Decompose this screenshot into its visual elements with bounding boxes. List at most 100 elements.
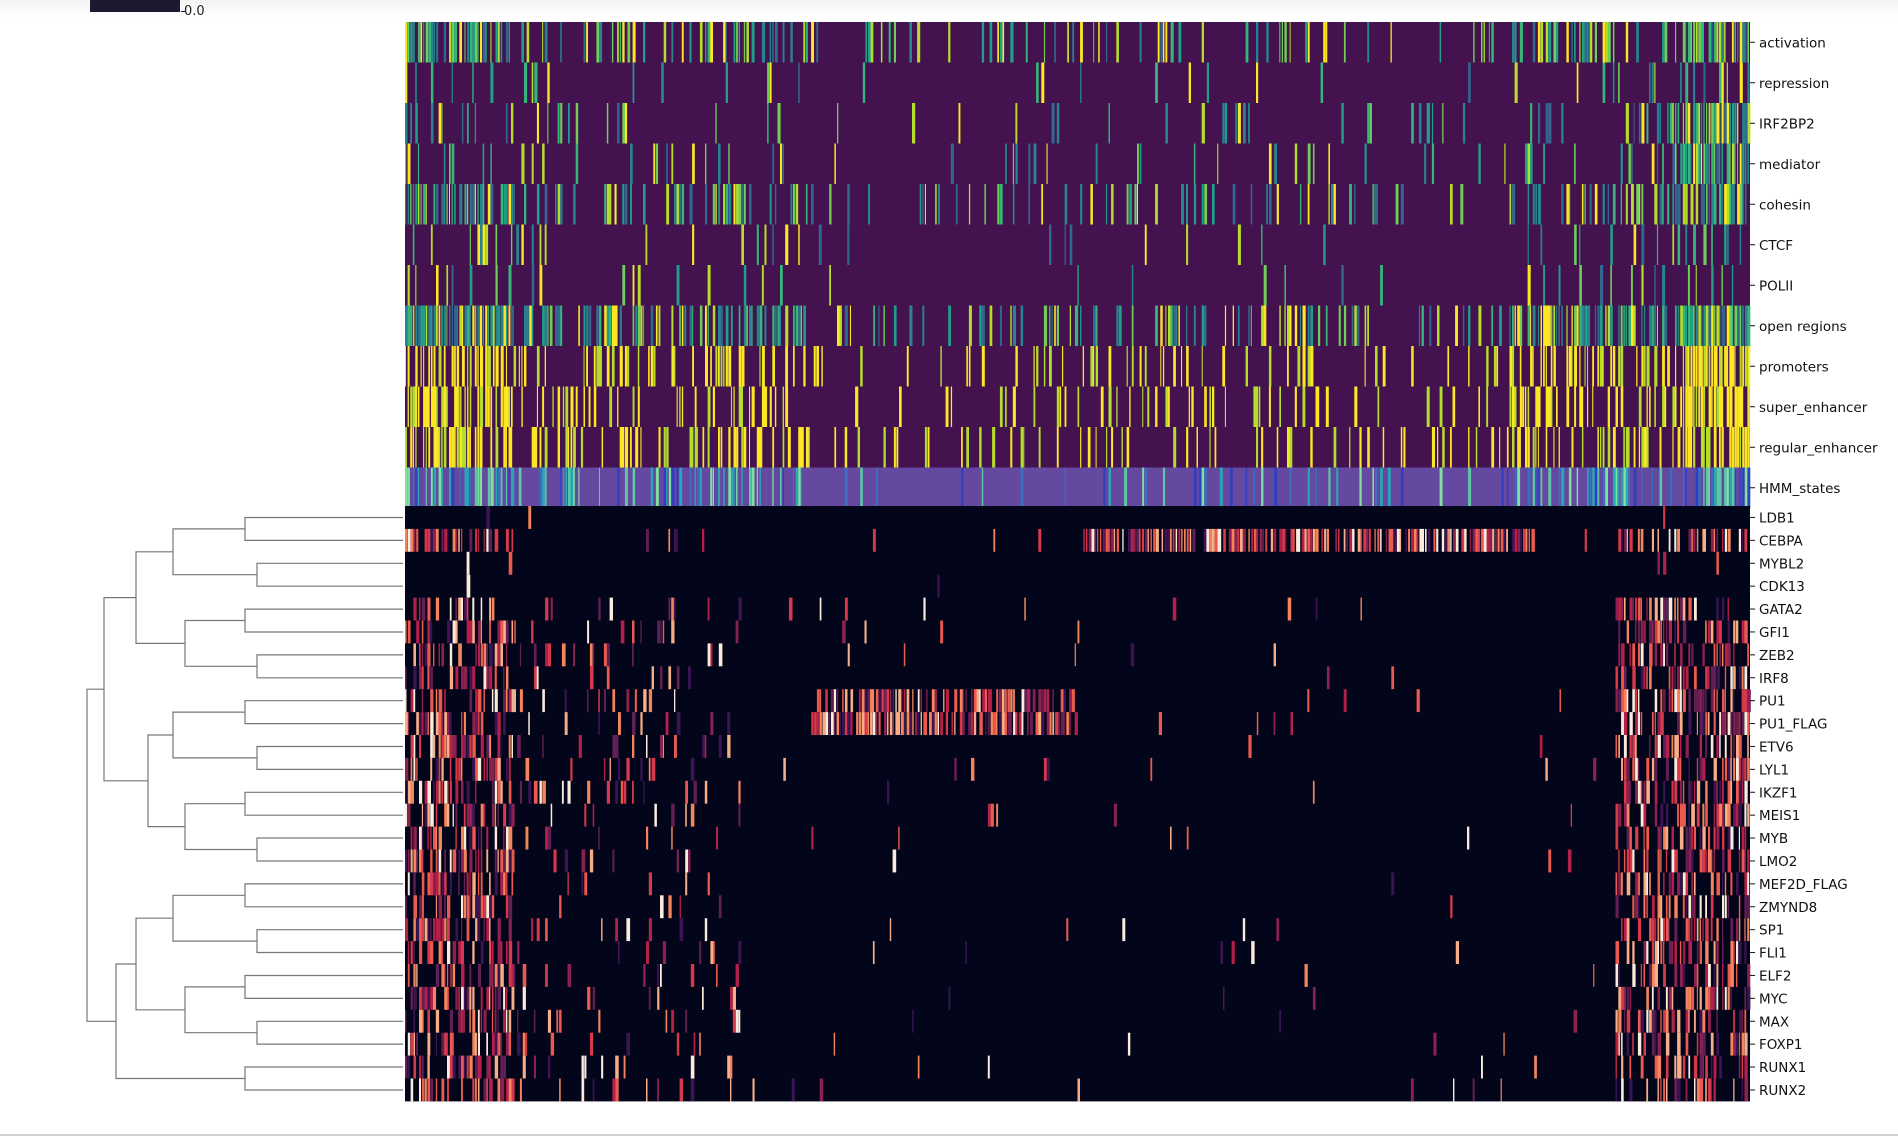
track-mark [586, 22, 588, 63]
track-mark [749, 184, 752, 225]
heatmap-cell [1688, 803, 1690, 827]
track-mark [1721, 22, 1725, 63]
track-mark [1685, 184, 1688, 225]
heatmap-cell [1708, 712, 1710, 735]
track-mark [1100, 386, 1104, 427]
heatmap-cell [864, 689, 867, 713]
heatmap-cell [1640, 643, 1644, 667]
heatmap-cell [466, 597, 469, 621]
heatmap-cell [1621, 918, 1623, 942]
heatmap-cell [1665, 1009, 1669, 1033]
heatmap-cell [1747, 757, 1750, 781]
heatmap-cell [1694, 1078, 1696, 1102]
heatmap-cell [1231, 941, 1235, 964]
track-mark [1380, 467, 1383, 508]
track-mark [666, 467, 668, 508]
heatmap-cell [441, 757, 444, 781]
heatmap-cell [1156, 528, 1159, 552]
track-mark [1540, 346, 1542, 387]
track-mark [743, 265, 747, 306]
heatmap-cell [606, 643, 610, 667]
track-mark [1012, 143, 1014, 184]
heatmap-cell [1256, 712, 1259, 735]
track-mark [1512, 386, 1515, 427]
track-mark [705, 22, 707, 63]
track-mark [658, 305, 661, 346]
track-mark [738, 386, 742, 427]
track-mark [1499, 427, 1501, 468]
heatmap-cell [449, 1055, 454, 1079]
track-mark [430, 224, 433, 265]
heatmap-cell [618, 712, 621, 735]
heatmap-cell [1240, 528, 1243, 552]
heatmap-cell [475, 780, 477, 804]
heatmap-cell [444, 986, 448, 1010]
heatmap-cell [1094, 528, 1097, 552]
heatmap-cell [1027, 712, 1029, 735]
track-mark [433, 427, 437, 468]
heatmap-cell [525, 757, 530, 781]
track-mark [1618, 346, 1621, 387]
heatmap-cell [1663, 1009, 1667, 1033]
heatmap-cell [489, 895, 493, 919]
heatmap-cell [889, 918, 892, 942]
track-mark [1191, 386, 1194, 427]
track-mark [1656, 224, 1659, 265]
heatmap-cell [1360, 528, 1362, 552]
track-mark [477, 427, 480, 468]
heatmap-cell [494, 528, 499, 552]
heatmap-cell [1654, 735, 1657, 758]
heatmap-cell [1161, 528, 1164, 552]
track-mark [1620, 467, 1623, 508]
heatmap-cell [1674, 757, 1678, 781]
heatmap-cell [940, 620, 944, 644]
track-mark [1527, 184, 1530, 225]
track-mark [1431, 427, 1435, 468]
track-mark [1737, 143, 1739, 184]
heatmap-cell [1657, 1032, 1661, 1056]
heatmap-cell [545, 643, 548, 667]
track-mark [1294, 386, 1297, 427]
track-mark [1698, 143, 1701, 184]
heatmap-row-label: MYBL2 [1759, 556, 1804, 572]
track-mark [1742, 103, 1746, 144]
heatmap-cell [1021, 689, 1025, 713]
heatmap-cell [1284, 528, 1287, 552]
track-mark [1737, 386, 1741, 427]
track-mark [707, 265, 711, 306]
heatmap-cell [419, 986, 423, 1010]
heatmap-cell [1500, 528, 1504, 552]
track-mark [1341, 103, 1344, 144]
track-mark [1675, 346, 1677, 387]
track-mark [1724, 346, 1727, 387]
track-mark [624, 103, 628, 144]
heatmap-cell [1705, 666, 1708, 690]
heatmap-cell [1691, 872, 1694, 896]
heatmap-cell [486, 757, 488, 781]
track-mark [415, 346, 418, 387]
heatmap-cell [1626, 872, 1631, 896]
heatmap-row-label: PU1 [1759, 694, 1786, 710]
track-mark [441, 386, 444, 427]
track-mark [1700, 103, 1703, 144]
heatmap-cell [449, 712, 452, 735]
track-mark [655, 143, 659, 184]
heatmap-cell [525, 826, 529, 850]
heatmap-cell [1744, 1009, 1747, 1033]
heatmap-cell [505, 872, 508, 896]
heatmap-cell [1663, 689, 1666, 713]
heatmap-cell [1727, 780, 1732, 804]
heatmap-row [486, 506, 1666, 529]
heatmap-cell [1738, 826, 1740, 850]
heatmap-cell [1290, 528, 1294, 552]
track-mark [1064, 184, 1068, 225]
heatmap-cell [612, 1078, 615, 1102]
track-mark [1682, 305, 1686, 346]
track-mark [624, 346, 628, 387]
heatmap-cell [727, 735, 731, 758]
track-mark [679, 467, 683, 508]
heatmap-cell [668, 895, 672, 919]
heatmap-cell [1632, 597, 1634, 621]
track-mark [1592, 346, 1594, 387]
heatmap-cell [1069, 689, 1073, 713]
